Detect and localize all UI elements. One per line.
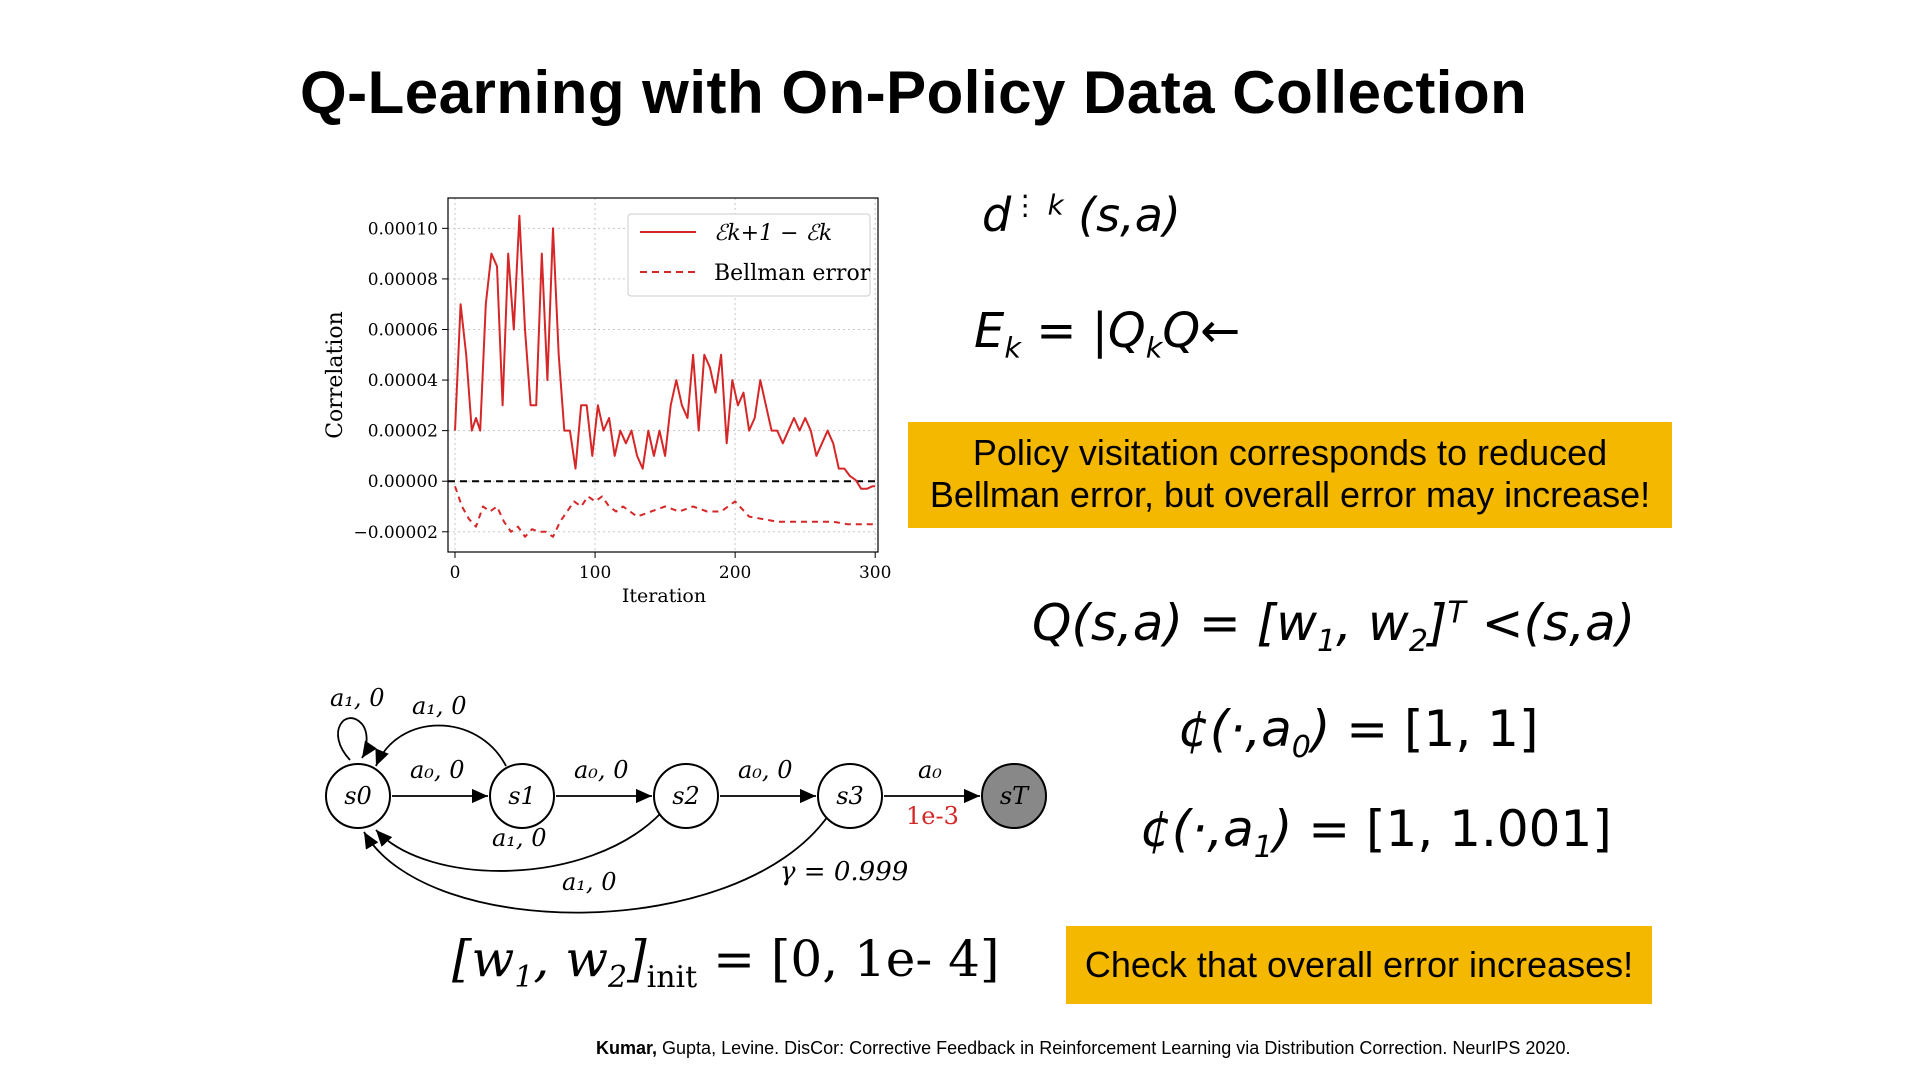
error-equation: Ek = |QkQ← bbox=[974, 303, 1241, 365]
callout-line-2: Bellman error, but overall error may inc… bbox=[929, 474, 1651, 515]
series-bellman-error-line bbox=[454, 485, 876, 538]
y-tick-label: 0.00010 bbox=[368, 219, 438, 239]
mdp-diagram: a₁, 0 a₁, 0 a₀, 0 a₀, 0 a₀, 0 a₀ 1e-3 a₁… bbox=[325, 684, 1047, 914]
node-sT: sT bbox=[981, 763, 1047, 829]
back-edge-s2 bbox=[375, 813, 661, 872]
x-tick-label: 0 bbox=[450, 563, 461, 583]
x-axis-label: Iteration bbox=[622, 585, 706, 607]
y-tick-label: 0.00008 bbox=[368, 270, 438, 290]
feature-a0-equation: ¢(·,a0) = [1, 1] bbox=[1178, 700, 1539, 765]
weight-init-equation: [w1, w2]init = [0, 1e- 4] bbox=[452, 930, 1000, 995]
node-s3: s3 bbox=[817, 763, 883, 829]
chart-series bbox=[448, 214, 878, 538]
back-edge-s1-label: a₁, 0 bbox=[412, 692, 466, 720]
chart-ticks: 0 100 200 300 0.00010 0.00008 0.00006 0.00004 0.… bbox=[353, 219, 891, 583]
edge-s2-s3-label: a₀, 0 bbox=[738, 756, 792, 784]
visitation-equation: d⋮ k (s,a) bbox=[982, 188, 1181, 242]
self-loop-label: a₁, 0 bbox=[330, 684, 384, 712]
q-function-equation: Q(s,a) = [w1, w2]T <(s,a) bbox=[1032, 594, 1636, 659]
node-s3-label: s3 bbox=[836, 782, 864, 810]
feature-a1-equation: ¢(·,a1) = [1, 1.001] bbox=[1140, 800, 1612, 865]
y-tick-label: −0.00002 bbox=[353, 523, 438, 543]
y-tick-label: 0.00004 bbox=[368, 371, 438, 391]
chart-legend: ℰk+1 − ℰk Bellman error bbox=[627, 213, 871, 297]
back-edge-s3 bbox=[363, 815, 829, 914]
node-s1: s1 bbox=[489, 763, 555, 829]
check-error-callout: Check that overall error increases! bbox=[1066, 926, 1652, 1004]
correlation-chart: 0 100 200 300 0.00010 0.00008 0.00006 0.00004 0.… bbox=[323, 197, 891, 607]
node-sT-label: sT bbox=[1000, 782, 1030, 810]
legend-box bbox=[627, 213, 871, 297]
citation: Kumar, Gupta, Levine. DisCor: Corrective… bbox=[596, 1038, 1570, 1059]
node-s0: s0 bbox=[325, 763, 391, 829]
y-axis-label: Correlation bbox=[323, 311, 348, 439]
series-error-diff-line bbox=[454, 214, 876, 490]
citation-text: Gupta, Levine. DisCor: Corrective Feedba… bbox=[657, 1038, 1571, 1058]
node-s2-label: s2 bbox=[672, 782, 700, 810]
y-tick-label: 0.00000 bbox=[368, 472, 438, 492]
x-tick-label: 300 bbox=[859, 563, 891, 583]
node-s2: s2 bbox=[653, 763, 719, 829]
x-tick-label: 200 bbox=[719, 563, 751, 583]
edge-s3-sT-label: a₀ bbox=[918, 756, 942, 784]
x-tick-label: 100 bbox=[579, 563, 611, 583]
plot-frame bbox=[447, 197, 879, 553]
self-loop-edge bbox=[337, 717, 377, 761]
back-edge-s1 bbox=[375, 724, 507, 767]
y-tick-label: 0.00002 bbox=[368, 422, 438, 442]
edge-s0-s1-label: a₀, 0 bbox=[410, 756, 464, 784]
gamma-label: γ = 0.999 bbox=[780, 857, 908, 887]
back-edge-s3-label: a₁, 0 bbox=[562, 868, 616, 896]
y-tick-label: 0.00006 bbox=[368, 320, 438, 340]
node-s1-label: s1 bbox=[508, 782, 536, 810]
edge-s1-s2-label: a₀, 0 bbox=[574, 756, 628, 784]
legend-series-2: Bellman error bbox=[714, 261, 871, 286]
citation-author: Kumar, bbox=[596, 1038, 658, 1058]
callout-line-1: Policy visitation corresponds to reduced bbox=[972, 432, 1608, 473]
policy-visitation-callout: Policy visitation corresponds to reduced… bbox=[908, 422, 1672, 528]
slide-title: Q-Learning with On-Policy Data Collectio… bbox=[300, 59, 1528, 126]
node-s0-label: s0 bbox=[344, 782, 372, 810]
legend-series-1: ℰk+1 − ℰk bbox=[714, 221, 832, 246]
terminal-reward-label: 1e-3 bbox=[906, 802, 959, 830]
